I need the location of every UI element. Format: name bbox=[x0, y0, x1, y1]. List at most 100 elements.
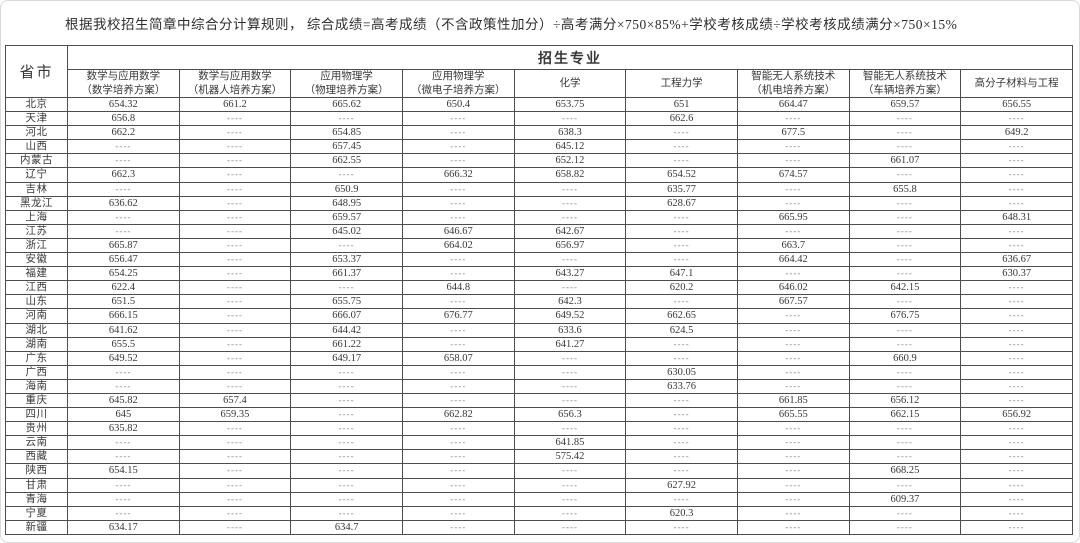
province-label: 福建 bbox=[5, 266, 68, 282]
score-cell: 664.42 bbox=[736, 252, 850, 268]
table-row: 江苏 ---- ---- 645.02 646.67 642.67 ---- ---- ----… bbox=[5, 223, 1073, 239]
empty-score-cell: ---- bbox=[848, 435, 962, 451]
table-row: 西藏 ---- ---- ---- ---- 575.42 ---- ---- ---- ---- bbox=[5, 449, 1073, 465]
empty-score-cell: ---- bbox=[848, 223, 962, 239]
empty-score-cell: ---- bbox=[513, 252, 627, 268]
empty-score-cell: ---- bbox=[960, 322, 1073, 338]
province-label: 西藏 bbox=[5, 449, 68, 465]
column-header-major-2: 数学与应用数学 （机器人培养方案） bbox=[178, 69, 292, 98]
score-cell: 634.17 bbox=[67, 519, 180, 535]
score-cell: 624.5 bbox=[625, 322, 738, 338]
table-row: 山东 651.5 ---- 655.75 ---- 642.3 ---- 667.57 ----… bbox=[5, 294, 1073, 310]
empty-score-cell: ---- bbox=[67, 449, 180, 465]
province-label: 贵州 bbox=[5, 421, 68, 437]
empty-score-cell: ---- bbox=[290, 491, 403, 507]
province-label: 上海 bbox=[5, 209, 68, 225]
empty-score-cell: ---- bbox=[67, 209, 180, 225]
empty-score-cell: ---- bbox=[625, 336, 738, 352]
table-row: 云南 ---- ---- ---- ---- 641.85 ---- ---- ---- ---- bbox=[5, 435, 1073, 451]
empty-score-cell: ---- bbox=[736, 449, 850, 465]
score-cell: 676.77 bbox=[401, 308, 515, 324]
score-cell: 622.4 bbox=[67, 280, 180, 296]
column-header-major-3: 应用物理学 （物理培养方案） bbox=[290, 69, 403, 98]
table-row: 新疆 634.17 ---- 634.7 ---- ---- ---- ---- ---- ---… bbox=[5, 519, 1073, 535]
empty-score-cell: ---- bbox=[178, 421, 292, 437]
score-cell: 666.15 bbox=[67, 308, 180, 324]
score-cell: 656.3 bbox=[513, 407, 627, 423]
empty-score-cell: ---- bbox=[401, 181, 515, 197]
empty-score-cell: ---- bbox=[513, 519, 627, 535]
empty-score-cell: ---- bbox=[625, 153, 738, 169]
empty-score-cell: ---- bbox=[178, 449, 292, 465]
empty-score-cell: ---- bbox=[178, 491, 292, 507]
empty-score-cell: ---- bbox=[401, 195, 515, 211]
score-cell: 648.95 bbox=[290, 195, 403, 211]
empty-score-cell: ---- bbox=[625, 463, 738, 479]
empty-score-cell: ---- bbox=[178, 252, 292, 268]
empty-score-cell: ---- bbox=[290, 477, 403, 493]
score-cell: 654.52 bbox=[625, 167, 738, 183]
empty-score-cell: ---- bbox=[513, 364, 627, 380]
table-row: 黑龙江 636.62 ---- 648.95 ---- ---- 628.67 ---- ---… bbox=[5, 195, 1073, 211]
empty-score-cell: ---- bbox=[513, 505, 627, 521]
score-cell: 661.22 bbox=[290, 336, 403, 352]
column-header-major-8: 智能无人系统技术 （车辆培养方案） bbox=[848, 69, 962, 98]
score-cell: 662.2 bbox=[67, 125, 180, 141]
column-header-major-6: 工程力学 bbox=[625, 69, 738, 98]
empty-score-cell: ---- bbox=[848, 125, 962, 141]
score-cell: 644.42 bbox=[290, 322, 403, 338]
empty-score-cell: ---- bbox=[848, 336, 962, 352]
score-cell: 662.15 bbox=[848, 407, 962, 423]
score-cell: 641.62 bbox=[67, 322, 180, 338]
table-row: 北京 654.32 661.2 665.62 650.4 653.75 651 664.47 6… bbox=[5, 96, 1073, 113]
province-column-header: 省市 bbox=[5, 45, 68, 98]
empty-score-cell: ---- bbox=[401, 139, 515, 155]
province-label: 湖北 bbox=[5, 322, 68, 338]
column-header-major-9: 高分子材料与工程 bbox=[960, 69, 1073, 98]
empty-score-cell: ---- bbox=[178, 294, 292, 310]
score-cell: 575.42 bbox=[513, 449, 627, 465]
score-cell: 665.62 bbox=[290, 96, 403, 113]
empty-score-cell: ---- bbox=[513, 477, 627, 493]
empty-score-cell: ---- bbox=[848, 505, 962, 521]
empty-score-cell: ---- bbox=[290, 449, 403, 465]
empty-score-cell: ---- bbox=[290, 407, 403, 423]
empty-score-cell: ---- bbox=[848, 364, 962, 380]
province-label: 内蒙古 bbox=[5, 153, 68, 169]
empty-score-cell: ---- bbox=[401, 449, 515, 465]
empty-score-cell: ---- bbox=[401, 392, 515, 409]
empty-score-cell: ---- bbox=[178, 181, 292, 197]
empty-score-cell: ---- bbox=[848, 167, 962, 183]
province-label: 四川 bbox=[5, 407, 68, 423]
empty-score-cell: ---- bbox=[848, 322, 962, 338]
empty-score-cell: ---- bbox=[178, 153, 292, 169]
score-cell: 645 bbox=[67, 407, 180, 423]
score-cell: 667.57 bbox=[736, 294, 850, 310]
score-cell: 628.67 bbox=[625, 195, 738, 211]
score-cell: 665.95 bbox=[736, 209, 850, 225]
empty-score-cell: ---- bbox=[736, 195, 850, 211]
score-cell: 643.27 bbox=[513, 266, 627, 282]
empty-score-cell: ---- bbox=[625, 209, 738, 225]
empty-score-cell: ---- bbox=[960, 139, 1073, 155]
empty-score-cell: ---- bbox=[625, 223, 738, 239]
province-label: 黑龙江 bbox=[5, 195, 68, 211]
empty-score-cell: ---- bbox=[401, 322, 515, 338]
score-cell: 630.05 bbox=[625, 364, 738, 380]
score-cell: 668.25 bbox=[848, 463, 962, 479]
empty-score-cell: ---- bbox=[513, 209, 627, 225]
empty-score-cell: ---- bbox=[736, 153, 850, 169]
score-cell: 630.37 bbox=[960, 266, 1073, 282]
empty-score-cell: ---- bbox=[960, 195, 1073, 211]
empty-score-cell: ---- bbox=[736, 308, 850, 324]
empty-score-cell: ---- bbox=[848, 237, 962, 254]
table-row: 河北 662.2 ---- 654.85 ---- 638.3 ---- 677.5 ---- 6… bbox=[5, 125, 1073, 141]
score-cell: 674.57 bbox=[736, 167, 850, 183]
empty-score-cell: ---- bbox=[625, 139, 738, 155]
empty-score-cell: ---- bbox=[736, 336, 850, 352]
empty-score-cell: ---- bbox=[848, 378, 962, 394]
province-label: 甘肃 bbox=[5, 477, 68, 493]
score-cell: 651 bbox=[625, 96, 738, 113]
score-formula-note: 根据我校招生简章中综合分计算规则， 综合成绩=高考成绩（不含政策性加分）÷高考满… bbox=[65, 17, 958, 32]
column-header-major-1: 数学与应用数学 （数学培养方案） bbox=[67, 69, 180, 98]
